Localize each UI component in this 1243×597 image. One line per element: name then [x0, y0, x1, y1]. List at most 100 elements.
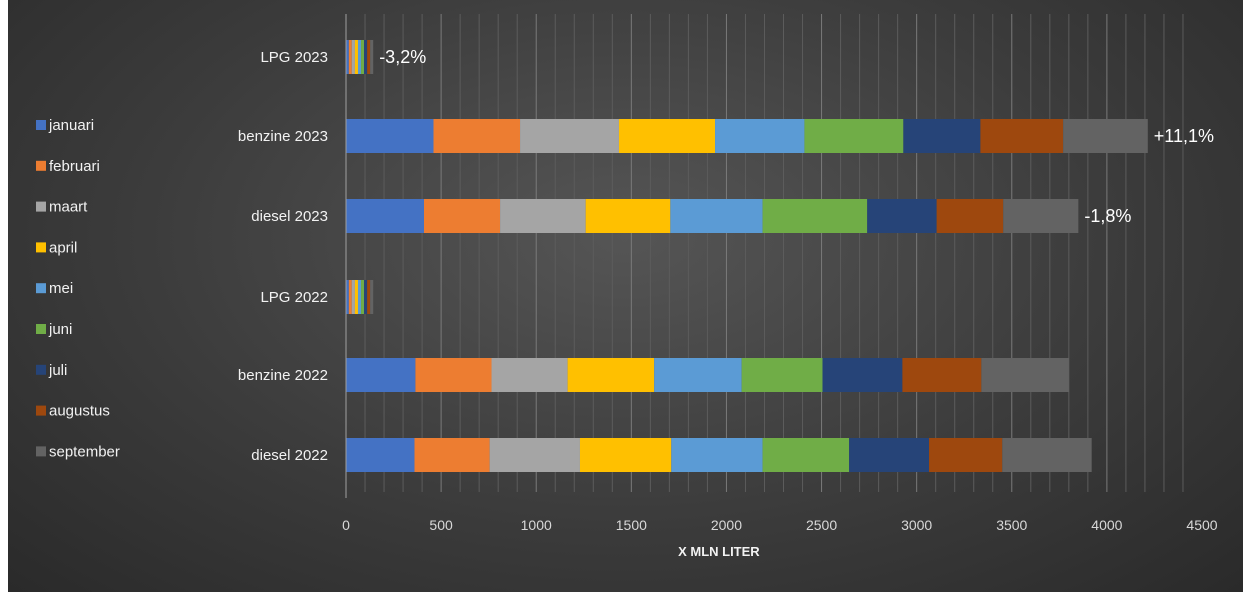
fuel-sales-chart: 0 500 1000 1500 2000 2500 3000 3500 4000 4500 die… — [36, 14, 1218, 559]
bar-segment-mei — [715, 119, 805, 153]
legend-swatch — [36, 405, 46, 416]
bar-segment-september — [1003, 199, 1079, 233]
category-label: LPG 2023 — [260, 49, 328, 66]
legend-swatch — [36, 242, 46, 253]
change-annotation: -1,8% — [1084, 206, 1131, 226]
bar-segment-juni — [741, 358, 823, 392]
bar-segment-februari — [433, 119, 521, 153]
bar-segment-maart — [491, 358, 568, 392]
legend-label: april — [49, 239, 77, 256]
bar-segment-juni — [762, 438, 850, 472]
change-annotation: -3,2% — [379, 47, 426, 67]
legend-swatch — [36, 364, 46, 375]
bar-segment-april — [579, 438, 672, 472]
bar-segment-augustus — [980, 119, 1064, 153]
bar-segment-juli — [822, 358, 903, 392]
bar-segment-augustus — [367, 40, 371, 74]
annotations: -1,8% +11,1% -3,2% — [379, 47, 1214, 226]
bar-segment-januari — [346, 358, 416, 392]
x-tick-label: 2500 — [806, 517, 837, 533]
bar-segment-september — [1063, 119, 1148, 153]
bar-segment-april — [354, 280, 358, 314]
bar-segment-januari — [346, 119, 434, 153]
bar-segment-augustus — [936, 199, 1004, 233]
category-label: diesel 2022 — [251, 447, 328, 464]
bar-segment-mei — [671, 438, 763, 472]
bar-segment-juli — [364, 280, 368, 314]
bar-segment-januari — [346, 40, 349, 74]
category-label: benzine 2023 — [238, 128, 328, 145]
bar-segment-mei — [670, 199, 763, 233]
category-label: benzine 2022 — [238, 367, 328, 384]
bar-segment-april — [354, 40, 358, 74]
bar-segment-september — [370, 280, 374, 314]
legend: januari februari maart april mei juni juli augu… — [36, 117, 120, 460]
bar-segment-augustus — [367, 280, 371, 314]
x-tick-label: 0 — [342, 517, 350, 533]
change-annotation: +11,1% — [1154, 126, 1214, 146]
chart-frame: 0 500 1000 1500 2000 2500 3000 3500 4000 4500 die… — [8, 0, 1243, 592]
legend-swatch — [36, 160, 46, 171]
bar-segment-juni — [361, 280, 365, 314]
bar-segment-mei — [357, 280, 362, 314]
bar-segment-juli — [867, 199, 937, 233]
bar-segment-februari — [415, 358, 492, 392]
bar-segment-januari — [346, 199, 424, 233]
bar-segment-februari — [423, 199, 501, 233]
x-tick-label: 1500 — [616, 517, 647, 533]
bar-segment-maart — [520, 119, 619, 153]
bar-segment-september — [370, 40, 374, 74]
x-axis-title: X MLN LITER — [678, 544, 760, 559]
bar-segment-maart — [351, 280, 355, 314]
category-label: diesel 2023 — [251, 208, 328, 225]
bars — [346, 40, 1148, 472]
bar-segment-maart — [351, 40, 355, 74]
bar-segment-februari — [348, 40, 352, 74]
legend-swatch — [36, 120, 46, 130]
bar-segment-februari — [414, 438, 490, 472]
x-tick-label: 4000 — [1091, 517, 1122, 533]
axes: 0 500 1000 1500 2000 2500 3000 3500 4000 4500 — [342, 14, 1218, 533]
bar-segment-juli — [903, 119, 981, 153]
legend-swatch — [36, 324, 46, 334]
bar-segment-augustus — [929, 438, 1003, 472]
x-tick-label: 1000 — [521, 517, 552, 533]
bar-segment-april — [567, 358, 655, 392]
bar-segment-juli — [364, 40, 368, 74]
legend-label: maart — [49, 199, 88, 216]
bar-segment-september — [1002, 438, 1092, 472]
bar-segment-mei — [654, 358, 742, 392]
bar-segment-maart — [500, 199, 586, 233]
bar-segment-januari — [346, 280, 349, 314]
legend-swatch — [36, 446, 46, 457]
x-tick-label: 4500 — [1186, 517, 1217, 533]
bar-segment-februari — [348, 280, 352, 314]
legend-swatch — [36, 201, 46, 212]
x-tick-label: 3000 — [901, 517, 932, 533]
x-tick-label: 500 — [429, 517, 453, 533]
bar-segment-juni — [361, 40, 365, 74]
legend-label: mei — [49, 280, 73, 297]
legend-label: februari — [49, 158, 100, 175]
bar-segment-juli — [849, 438, 930, 472]
category-label: LPG 2022 — [260, 289, 328, 306]
legend-label: juli — [48, 362, 67, 379]
legend-label: juni — [48, 321, 72, 338]
bar-segment-juni — [804, 119, 904, 153]
bar-segment-april — [618, 119, 716, 153]
bar-segment-april — [585, 199, 671, 233]
grid-lines — [364, 14, 1184, 492]
legend-label: januari — [48, 117, 94, 134]
bar-segment-maart — [489, 438, 580, 472]
bar-segment-augustus — [902, 358, 982, 392]
x-tick-label: 3500 — [996, 517, 1027, 533]
category-labels: diesel 2022 benzine 2022 LPG 2022 diesel 20… — [238, 49, 328, 464]
legend-label: augustus — [49, 403, 110, 420]
legend-swatch — [36, 283, 46, 294]
legend-label: september — [49, 443, 120, 460]
bar-segment-september — [981, 358, 1069, 392]
bar-segment-juni — [762, 199, 868, 233]
x-tick-label: 2000 — [711, 517, 742, 533]
bar-segment-januari — [346, 438, 415, 472]
bar-segment-mei — [357, 40, 362, 74]
